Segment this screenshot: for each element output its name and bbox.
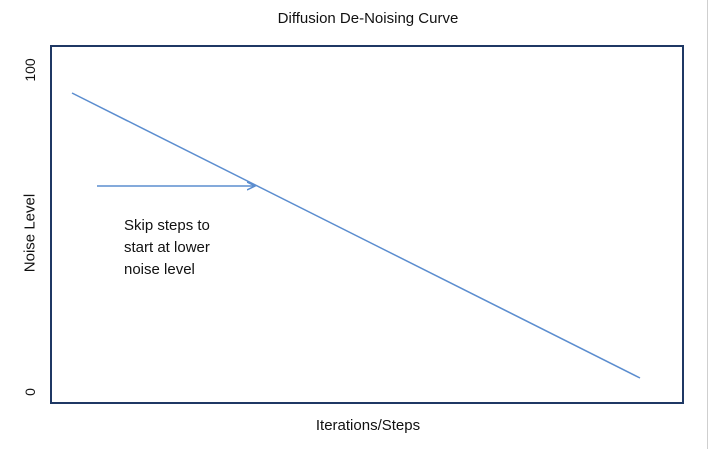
annotation-line: Skip steps to xyxy=(124,217,210,234)
y-axis-label: Noise Level xyxy=(21,193,39,273)
diagram-title: Diffusion De-Noising Curve xyxy=(277,10,459,27)
page-edge-divider xyxy=(707,0,708,449)
plot-frame xyxy=(50,45,684,404)
y-tick-bottom: 0 xyxy=(22,388,38,396)
y-tick-top: 100 xyxy=(22,58,38,82)
noise-curve xyxy=(71,92,641,379)
x-axis-label: Iterations/Steps xyxy=(315,417,421,434)
annotation-line: noise level xyxy=(124,261,195,278)
skip-steps-annotation: Skip steps to start at lower noise level xyxy=(124,215,210,281)
annotation-line: start at lower xyxy=(124,239,210,256)
